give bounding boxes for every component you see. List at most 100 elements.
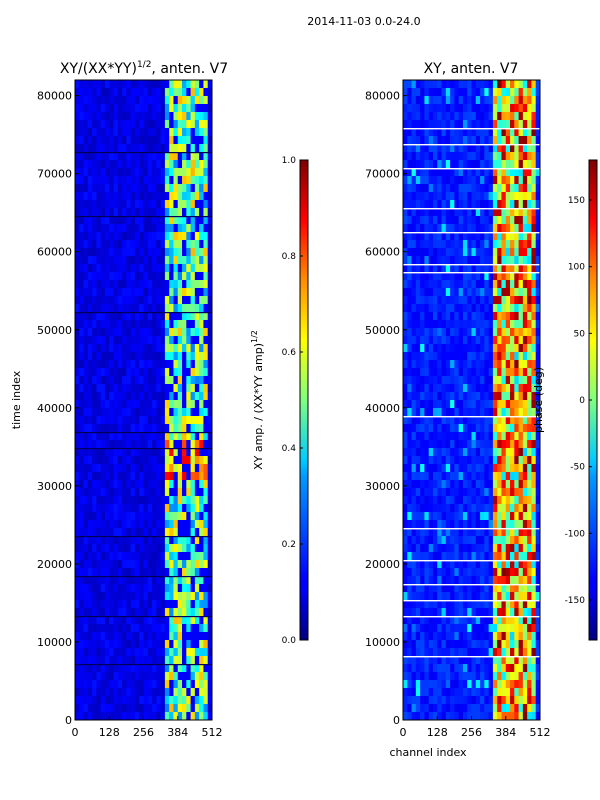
heatmap-cell [164, 216, 170, 225]
heatmap-cell [134, 112, 140, 121]
heatmap-cell [87, 408, 93, 417]
right-panel: XY, anten. V7 0 128 256 384 512 010000200003… [365, 61, 551, 759]
heatmap-cell [199, 576, 204, 585]
heatmap-cell [450, 128, 455, 137]
heatmap-cell [492, 104, 498, 113]
heatmap-cell [100, 296, 106, 305]
heatmap-cell [83, 712, 89, 720]
heatmap-cell [207, 704, 212, 713]
heatmap-cell [471, 552, 477, 561]
heatmap-cell [432, 328, 438, 337]
heatmap-cell [467, 336, 472, 345]
heatmap-cell [527, 408, 532, 417]
heatmap-cell [488, 160, 494, 169]
heatmap-cell [207, 576, 212, 585]
heatmap-cell [522, 232, 528, 241]
heatmap-cell [130, 88, 136, 97]
heatmap-cell [531, 120, 537, 129]
heatmap-cell [92, 272, 97, 281]
heatmap-cell [199, 536, 204, 545]
heatmap-cell [173, 368, 179, 377]
heatmap-cell [96, 320, 102, 329]
heatmap-cell [194, 200, 200, 209]
heatmap-cell [130, 184, 136, 193]
heatmap-cell [182, 440, 187, 449]
heatmap-cell [207, 456, 212, 465]
heatmap-cell [527, 440, 532, 449]
heatmap-cell [177, 264, 183, 273]
heatmap-cell [467, 320, 472, 329]
heatmap-cell [475, 400, 481, 409]
heatmap-cell [100, 120, 106, 129]
heatmap-cell [83, 304, 89, 313]
heatmap-cell [79, 496, 84, 505]
heatmap-cell [407, 416, 412, 425]
heatmap-cell [152, 152, 157, 161]
heatmap-cell [467, 424, 472, 433]
heatmap-cell [497, 632, 502, 641]
heatmap-cell [424, 416, 430, 425]
heatmap-cell [203, 336, 209, 345]
heatmap-cell [527, 624, 532, 633]
heatmap-cell [475, 328, 481, 337]
heatmap-cell [83, 312, 89, 321]
heatmap-cell [156, 560, 162, 569]
heatmap-cell [207, 168, 212, 177]
heatmap-cell [130, 112, 136, 121]
heatmap-cell [535, 80, 540, 89]
heatmap-cell [130, 160, 136, 169]
heatmap-cell [492, 264, 498, 273]
heatmap-cell [152, 384, 157, 393]
heatmap-cell [169, 512, 174, 521]
heatmap-cell [199, 152, 204, 161]
heatmap-cell [134, 608, 140, 617]
heatmap-cell [522, 656, 528, 665]
heatmap-cell [186, 344, 191, 353]
heatmap-cell [420, 536, 425, 545]
heatmap-cell [126, 632, 132, 641]
heatmap-cell [527, 400, 532, 409]
heatmap-cell [437, 536, 442, 545]
heatmap-cell [488, 528, 494, 537]
heatmap-cell [143, 672, 149, 681]
heatmap-cell [488, 608, 494, 617]
heatmap-cell [173, 600, 179, 609]
heatmap-cell [156, 176, 162, 185]
heatmap-cell [527, 288, 532, 297]
heatmap-cell [424, 112, 430, 121]
heatmap-cell [514, 664, 519, 673]
heatmap-cell [139, 288, 144, 297]
heatmap-cell [199, 312, 204, 321]
heatmap-cell [169, 336, 174, 345]
heatmap-cell [450, 264, 455, 273]
heatmap-cell [488, 168, 494, 177]
heatmap-cell [514, 448, 519, 457]
heatmap-cell [100, 656, 106, 665]
heatmap-cell [458, 640, 464, 649]
heatmap-cell [92, 448, 97, 457]
heatmap-cell [480, 144, 485, 153]
heatmap-cell [75, 304, 80, 313]
heatmap-cell [424, 488, 430, 497]
heatmap-cell [113, 448, 119, 457]
heatmap-cell [492, 504, 498, 513]
heatmap-cell [424, 520, 430, 529]
heatmap-cell [117, 88, 123, 97]
heatmap-cell [501, 544, 507, 553]
heatmap-cell [420, 168, 425, 177]
heatmap-cell [87, 96, 93, 105]
heatmap-cell [428, 560, 434, 569]
heatmap-cell [100, 528, 106, 537]
heatmap-cell [100, 584, 106, 593]
heatmap-cell [79, 312, 84, 321]
heatmap-cell [87, 472, 93, 481]
heatmap-cell [109, 664, 114, 673]
heatmap-cell [79, 256, 84, 265]
heatmap-cell [130, 304, 136, 313]
heatmap-cell [518, 208, 524, 217]
heatmap-cell [96, 392, 102, 401]
heatmap-cell [186, 176, 191, 185]
heatmap-cell [126, 328, 132, 337]
heatmap-cell [514, 472, 519, 481]
heatmap-cell [531, 184, 537, 193]
